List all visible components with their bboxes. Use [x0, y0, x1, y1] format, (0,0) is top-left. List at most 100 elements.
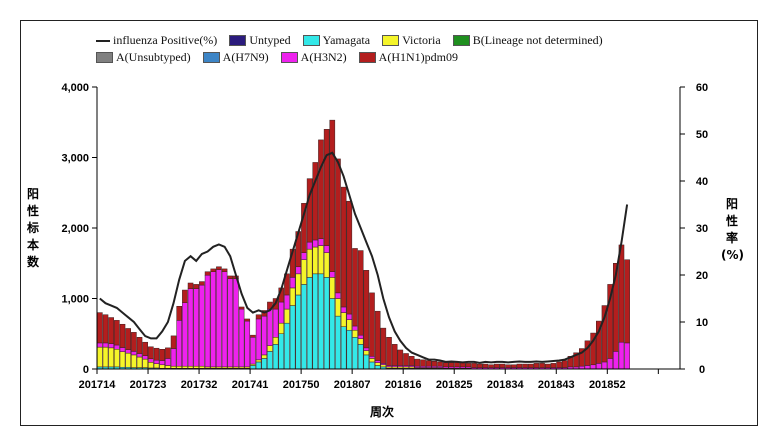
y2-tick-label: 0	[699, 364, 705, 376]
bar-victoria	[335, 298, 341, 317]
bar-a-h3n2-	[596, 363, 602, 370]
legend-item: Yamagata	[302, 33, 371, 48]
bar-a-h3n2-	[289, 277, 296, 289]
bar-victoria	[295, 273, 302, 296]
y-axis-label: 阳性标本数	[26, 187, 39, 269]
legend-item: A(H1N1)pdm09	[358, 50, 458, 65]
bar-a-h1n1-pdm09	[544, 363, 551, 368]
bar-victoria	[102, 346, 109, 368]
bar-a-h1n1-pdm09	[380, 327, 387, 364]
bar-a-h3n2-	[357, 334, 364, 339]
chart-frame	[20, 20, 758, 426]
bar-victoria	[267, 345, 273, 352]
bar-a-h3n2-	[165, 358, 171, 366]
bar-victoria	[148, 362, 154, 369]
legend-item: B(Lineage not determined)	[452, 33, 603, 48]
bar-a-h3n2-	[199, 284, 205, 367]
bar-a-h1n1-pdm09	[182, 289, 188, 303]
bar-victoria	[170, 365, 177, 369]
bar-a-h1n1-pdm09	[159, 349, 165, 361]
y-tick-label: 3,000	[61, 153, 89, 165]
bar-victoria	[159, 364, 165, 369]
bar-a-h3n2-	[148, 358, 154, 363]
bar-a-h1n1-pdm09	[199, 281, 205, 286]
bar-yamagata	[301, 284, 307, 370]
bar-a-h1n1-pdm09	[238, 306, 245, 310]
bar-yamagata	[261, 358, 268, 370]
bar-a-h1n1-pdm09	[346, 200, 353, 315]
bar-a-h3n2-	[187, 288, 194, 367]
x-tick-label: 201807	[334, 379, 371, 391]
bar-a-h3n2-	[170, 348, 177, 367]
bar-a-h1n1-pdm09	[306, 178, 313, 243]
bar-victoria	[284, 308, 290, 324]
y-tick-label: 2,000	[61, 223, 89, 235]
bar-a-h3n2-	[267, 308, 273, 346]
bar-victoria	[187, 365, 194, 369]
bar-victoria	[142, 358, 148, 368]
bar-a-h1n1-pdm09	[148, 346, 154, 360]
bar-victoria	[278, 322, 285, 334]
bar-a-h3n2-	[584, 365, 591, 370]
bar-a-h1n1-pdm09	[301, 203, 307, 253]
bar-a-h3n2-	[182, 302, 188, 367]
bar-a-h1n1-pdm09	[170, 335, 177, 349]
x-tick-label: 201825	[436, 379, 473, 391]
bar-a-h3n2-	[369, 356, 375, 359]
bar-a-h3n2-	[352, 325, 358, 331]
y2-tick-label: 60	[696, 82, 708, 94]
bar-a-h1n1-pdm09	[573, 352, 579, 368]
y-tick-label: 0	[83, 364, 89, 376]
legend-label: Victoria	[402, 33, 441, 47]
bar-a-h1n1-pdm09	[244, 318, 251, 322]
bar-a-h1n1-pdm09	[522, 363, 528, 368]
bar-victoria	[340, 312, 347, 327]
bar-a-h1n1-pdm09	[516, 363, 523, 368]
bar-a-h1n1-pdm09	[539, 363, 545, 368]
bar-yamagata	[284, 322, 290, 370]
bar-victoria	[125, 352, 131, 368]
bar-victoria	[306, 248, 313, 278]
legend-item: Victoria	[382, 33, 441, 48]
legend: influenza Positive(%) Untyped Yamagata Vict…	[96, 32, 603, 66]
bar-a-h1n1-pdm09	[142, 341, 148, 356]
bar-a-h3n2-	[119, 347, 126, 352]
bar-a-h3n2-	[590, 364, 596, 370]
bar-a-h1n1-pdm09	[618, 244, 625, 343]
x-axis-label: 周次	[370, 405, 395, 419]
bar-a-h3n2-	[193, 288, 200, 367]
bar-a-h3n2-	[125, 349, 131, 354]
bar-a-h1n1-pdm09	[108, 317, 114, 344]
legend-label: B(Lineage not determined)	[472, 33, 603, 47]
bar-yamagata	[272, 344, 279, 370]
bar-victoria	[318, 245, 324, 275]
bar-a-h3n2-	[295, 266, 302, 275]
bar-yamagata	[295, 294, 302, 370]
legend-label: Yamagata	[322, 33, 371, 47]
bar-a-h3n2-	[340, 306, 347, 313]
legend-label: A(H7N9)	[222, 50, 269, 64]
bar-yamagata	[255, 361, 262, 370]
bar-a-h1n1-pdm09	[369, 292, 375, 357]
bar-a-h1n1-pdm09	[335, 158, 341, 294]
bar-a-h1n1-pdm09	[584, 340, 591, 366]
bar-a-h1n1-pdm09	[590, 332, 596, 366]
positive-rate-line	[99, 151, 629, 364]
y2-tick-label: 40	[696, 176, 708, 188]
bar-victoria	[329, 277, 336, 299]
bar-yamagata	[306, 277, 313, 370]
bar-a-h3n2-	[244, 320, 251, 368]
bar-a-h1n1-pdm09	[533, 363, 540, 368]
bar-a-h1n1-pdm09	[505, 364, 511, 368]
bar-victoria	[289, 287, 296, 306]
bar-a-h1n1-pdm09	[187, 282, 194, 289]
bar-a-h1n1-pdm09	[550, 363, 557, 368]
bar-a-h1n1-pdm09	[318, 139, 324, 239]
bar-a-h1n1-pdm09	[114, 320, 120, 346]
bar-a-h3n2-	[346, 313, 353, 320]
bar-a-h3n2-	[323, 245, 330, 253]
bar-victoria	[352, 329, 358, 338]
bar-a-h1n1-pdm09	[607, 284, 613, 359]
bar-a-h1n1-pdm09	[204, 271, 211, 276]
bar-a-h1n1-pdm09	[284, 273, 290, 296]
